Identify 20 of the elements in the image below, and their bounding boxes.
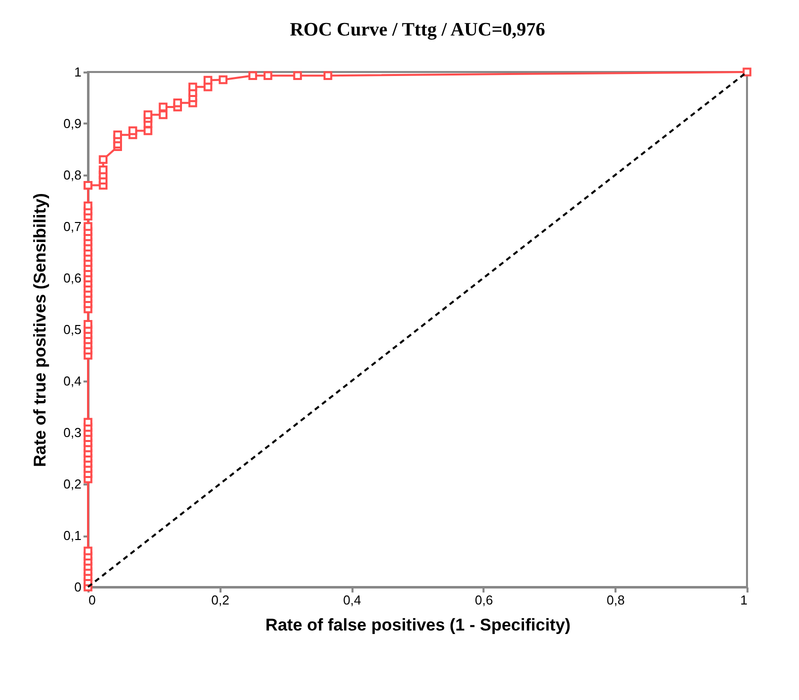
y-tick-label: 0,9 bbox=[63, 116, 82, 131]
y-tick-label: 0,6 bbox=[63, 270, 82, 286]
y-tick-label: 0,1 bbox=[63, 528, 82, 543]
x-tick-label: 0,8 bbox=[606, 592, 625, 608]
y-tick-label: 0,7 bbox=[63, 219, 82, 234]
y-tick-label: 0 bbox=[74, 580, 82, 594]
y-tick-label: 0,4 bbox=[63, 374, 82, 388]
x-tick-label: 0,4 bbox=[343, 592, 362, 608]
x-tick-label: 0,6 bbox=[474, 592, 493, 608]
y-tick-label: 0,2 bbox=[63, 476, 82, 492]
x-axis-title: Rate of false positives (1 - Specificity) bbox=[265, 616, 571, 634]
x-tick-label: 1 bbox=[740, 592, 748, 608]
chart-title: ROC Curve / Tttg / AUC=0,976 bbox=[290, 20, 546, 41]
y-axis-title: Rate of true positives (Sensibility) bbox=[30, 193, 50, 467]
x-tick-label: 0,2 bbox=[211, 592, 230, 608]
x-tick-label: 0 bbox=[88, 592, 96, 608]
y-tick-label: 0,5 bbox=[63, 322, 82, 337]
y-tick-label: 1 bbox=[74, 64, 82, 80]
y-tick-label: 0,8 bbox=[63, 168, 82, 182]
y-tick-label: 0,3 bbox=[63, 425, 82, 440]
